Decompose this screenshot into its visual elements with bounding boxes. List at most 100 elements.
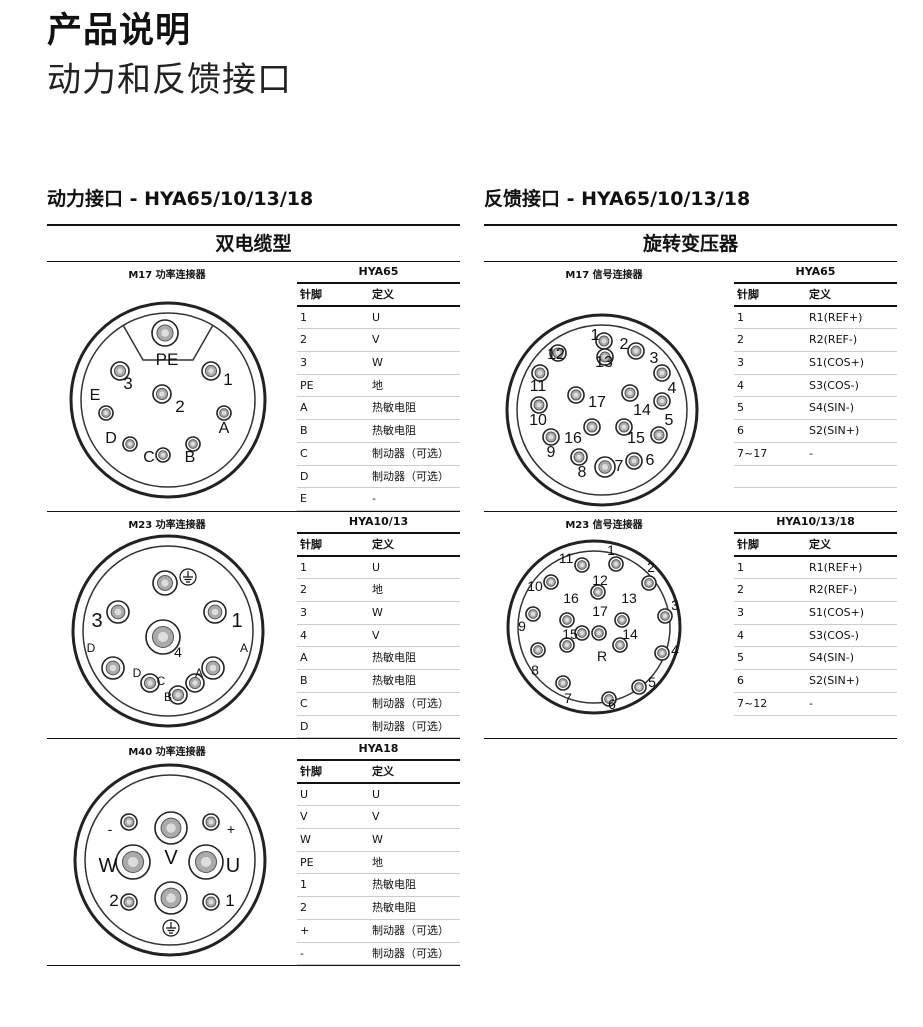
connector-block: M23 信号连接器 1 2 3 4 5 6 7 8 9 10 11 12 13 14 15 16 17 R HYA10… [484, 512, 897, 739]
pin-definition [809, 466, 897, 488]
pin-definition: S3(COS-) [809, 378, 859, 392]
pin-contact [155, 447, 171, 463]
pin-label: B [185, 449, 196, 466]
pin-definition: 热敏电阻 [372, 424, 416, 438]
pin-contact [185, 673, 205, 693]
page-title: 产品说明 [47, 11, 192, 51]
pin-contact [555, 675, 571, 691]
table-row: 1 热敏电阻 [297, 874, 460, 898]
pin-definition: 制动器（可选） [372, 719, 449, 733]
pin-contact [543, 574, 559, 590]
connector-title: M23 信号连接器 [565, 520, 643, 531]
pin-label: 5 [665, 412, 674, 429]
connector-diagram: M23 功率连接器 3 1 4 D A D C B A [47, 512, 297, 738]
column-header-definition: 定义 [372, 765, 394, 778]
pin-label: 2 [109, 891, 118, 910]
pin-id: + [300, 923, 310, 937]
pin-id: C [300, 696, 308, 710]
pin-contact [110, 361, 130, 381]
pin-label: 3 [650, 350, 659, 367]
table-row: PE 地 [297, 375, 460, 398]
column-header-definition: 定义 [809, 538, 831, 551]
table-row: D 制动器（可选） [297, 716, 460, 739]
pin-definition: - [809, 696, 813, 710]
pin-label: 6 [608, 696, 616, 712]
feedback-interface-section: 旋转变压器 M17 信号连接器 1 2 3 4 5 6 7 8 9 10 11 12 13 14 15 16 17… [484, 224, 897, 739]
pin-contact [657, 608, 673, 624]
pin-id: 2 [300, 901, 307, 915]
connector-title: M17 信号连接器 [565, 270, 643, 281]
column-header-pin: 针脚 [300, 765, 322, 778]
pin-contact [525, 606, 541, 622]
pin-contact [145, 619, 181, 655]
pin-id: A [300, 401, 308, 415]
pin-contact [574, 625, 590, 641]
pin-definition: V [372, 810, 380, 824]
pin-label: 8 [531, 662, 539, 678]
pin-definition: 制动器（可选） [372, 696, 449, 710]
column-header-pin: 针脚 [300, 288, 322, 301]
pin-id: 3 [300, 356, 307, 370]
connector-title: M23 功率连接器 [128, 520, 206, 531]
table-row: 6 S2(SIN+) [734, 420, 897, 443]
table-row: 5 S4(SIN-) [734, 397, 897, 421]
model-header: HYA18 [297, 739, 460, 761]
pin-contact [168, 685, 188, 705]
pin-definition: S3(COS-) [809, 628, 859, 642]
pin-label: 12 [592, 572, 608, 588]
pin-label: 13 [621, 590, 637, 606]
pin-contact [188, 844, 224, 880]
pin-id: PE [300, 855, 314, 869]
pin-contact [549, 344, 567, 362]
pin-contact [530, 642, 546, 658]
pin-definition: R1(REF+) [809, 310, 863, 324]
pin-id: - [300, 946, 304, 960]
connector-block: M17 信号连接器 1 2 3 4 5 6 7 8 9 10 11 12 13 14 15 16 17 HYA65 针… [484, 262, 897, 512]
pin-contact [654, 645, 670, 661]
pin-definition: 地 [372, 378, 383, 392]
table-row: PE 地 [297, 852, 460, 875]
pin-definition-table: HYA65 针脚 定义 1 R1(REF+) 2 R2(REF-) 3 S1(COS+) 4 S3(… [734, 262, 897, 489]
pin-id: 6 [737, 424, 744, 438]
pin-id: W [300, 833, 311, 847]
table-row: 4 S3(COS-) [734, 375, 897, 398]
pin-contact [530, 396, 548, 414]
table-header-row: 针脚 定义 [297, 534, 460, 557]
column-header-pin: 针脚 [737, 288, 759, 301]
pin-contact [140, 673, 160, 693]
pin-contact [202, 893, 220, 911]
pin-label: 1 [223, 370, 232, 389]
pin-label: 5 [648, 674, 656, 690]
pin-definition: W [372, 356, 383, 370]
table-row: 4 S3(COS-) [734, 625, 897, 648]
pin-definition: 热敏电阻 [372, 878, 416, 892]
pin-definition: 制动器（可选） [372, 469, 449, 483]
pin-label: 3 [671, 597, 679, 613]
model-header: HYA65 [734, 262, 897, 284]
pin-contact [608, 556, 624, 572]
pin-id: 3 [737, 606, 744, 620]
pin-contact [583, 418, 601, 436]
pin-label: 1 [225, 891, 234, 910]
pin-definition: V [372, 628, 380, 642]
pin-contact [122, 436, 138, 452]
pin-contact [641, 575, 657, 591]
pin-label: + [227, 821, 235, 837]
pin-contact [98, 405, 114, 421]
pin-definition: S2(SIN+) [809, 424, 860, 438]
pin-label: D [133, 666, 142, 680]
pin-label: 7 [615, 458, 624, 475]
pin-label: 16 [564, 430, 582, 447]
pin-contact [653, 364, 671, 382]
model-header: HYA10/13/18 [734, 512, 897, 534]
pin-contact [574, 557, 590, 573]
pin-id: 1 [737, 560, 744, 574]
pin-contact [154, 881, 188, 915]
column-header-definition: 定义 [372, 288, 394, 301]
connector-title: M17 功率连接器 [128, 270, 206, 281]
connector-outer-ring [505, 313, 699, 507]
pin-contact [594, 456, 616, 478]
pin-definition: V [372, 333, 380, 347]
